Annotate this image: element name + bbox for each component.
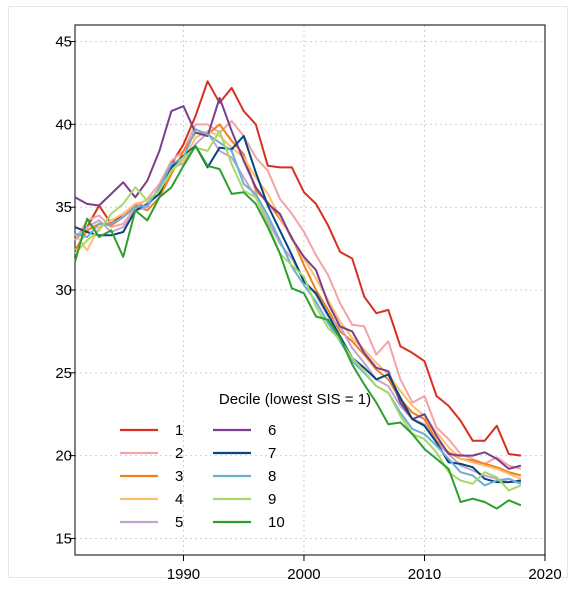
series-line-decile-2: [74, 120, 522, 470]
y-tick-label: 20: [55, 448, 72, 465]
series-line-decile-6: [74, 96, 522, 470]
chart-frame: [8, 6, 568, 578]
series-lines: [74, 80, 522, 510]
legend-label: 4: [175, 491, 183, 508]
x-tick-label: 2020: [528, 566, 561, 583]
legend-label: 8: [268, 468, 276, 485]
legend: Decile (lowest SIS = 1) 1 2 3 4 5 6 7 8 9 10: [120, 391, 371, 531]
series-line-decile-8: [74, 128, 522, 487]
y-tick-label: 35: [55, 199, 72, 216]
x-tick-label: 1990: [167, 566, 200, 583]
series-line-decile-9: [74, 130, 522, 492]
legend-label: 6: [268, 422, 276, 439]
series-line-decile-4: [74, 130, 522, 480]
legend-label: 7: [268, 445, 276, 462]
series-line-decile-10: [74, 144, 522, 510]
legend-label: 5: [175, 514, 183, 531]
y-tick-label: 25: [55, 365, 72, 382]
y-tick-label: 40: [55, 116, 72, 133]
y-tick-label: 30: [55, 282, 72, 299]
legend-label: 1: [175, 422, 183, 439]
y-tick-label: 15: [55, 530, 72, 547]
x-tick-label: 2010: [408, 566, 441, 583]
legend-label: 10: [268, 514, 285, 531]
x-tick-label: 2000: [287, 566, 320, 583]
legend-label: 3: [175, 468, 183, 485]
legend-label: 9: [268, 491, 276, 508]
y-tick-label: 45: [55, 34, 72, 51]
legend-label: 2: [175, 445, 183, 462]
series-line-decile-3: [74, 123, 522, 477]
legend-title: Decile (lowest SIS = 1): [219, 391, 371, 408]
